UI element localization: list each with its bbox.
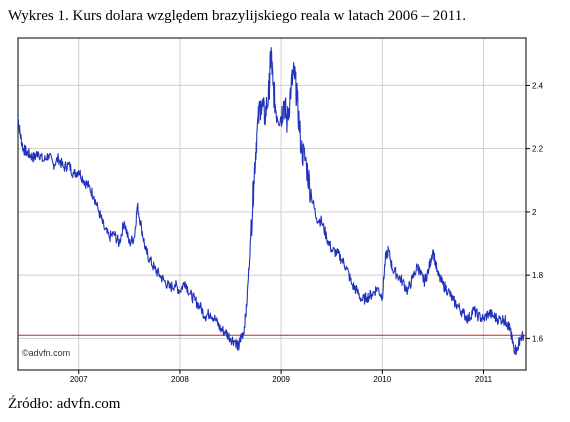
x-axis: 2007 2008 2009 2010 2011 bbox=[70, 370, 493, 384]
y-tick-label: 2.2 bbox=[532, 145, 544, 154]
figure-caption: Wykres 1. Kurs dolara względem brazylijs… bbox=[8, 8, 466, 24]
x-tick-label: 2011 bbox=[475, 375, 493, 384]
x-tick-label: 2007 bbox=[70, 375, 88, 384]
watermark: ©advfn.com bbox=[22, 348, 70, 358]
source-note: Źródło: advfn.com bbox=[8, 396, 121, 412]
series-line bbox=[17, 47, 525, 356]
y-tick-label: 2 bbox=[532, 208, 537, 217]
plot-frame bbox=[17, 37, 527, 371]
x-tick-label: 2009 bbox=[272, 375, 290, 384]
y-tick-label: 1.6 bbox=[532, 334, 544, 343]
plot-background bbox=[18, 38, 526, 370]
x-tick-label: 2008 bbox=[171, 375, 189, 384]
x-tick-label: 2010 bbox=[373, 375, 391, 384]
grid bbox=[18, 38, 526, 370]
y-axis: 1.6 1.8 2 2.2 2.4 bbox=[526, 81, 544, 343]
y-tick-label: 2.4 bbox=[532, 81, 544, 90]
y-tick-label: 1.8 bbox=[532, 271, 544, 280]
